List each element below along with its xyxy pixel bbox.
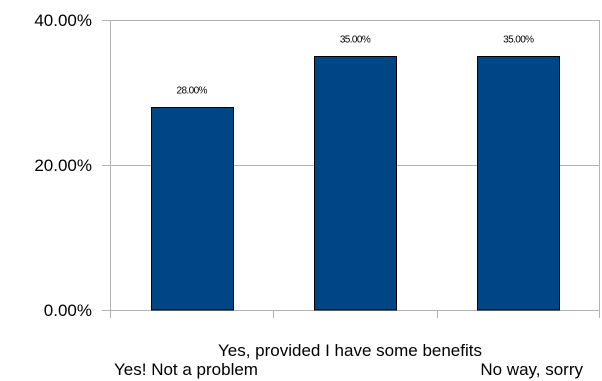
bars [151, 56, 560, 311]
bar [151, 107, 234, 311]
y-tick-label: 40.00% [34, 11, 92, 30]
y-axis-tick-labels: 0.00% 20.00% 40.00% [34, 11, 92, 320]
x-category-label: Yes, provided I have some benefits [218, 341, 482, 360]
data-label: 35.00% [503, 35, 534, 46]
axes [110, 20, 600, 318]
x-category-label: Yes! Not a problem [114, 360, 258, 379]
bar [477, 56, 560, 311]
y-tick-label: 20.00% [34, 156, 92, 175]
y-tick-label: 0.00% [44, 301, 92, 320]
data-label: 35.00% [340, 35, 371, 46]
bar [314, 56, 397, 311]
x-category-label: No way, sorry [480, 360, 583, 379]
data-label: 28.00% [177, 86, 208, 97]
data-labels: 28.00% 35.00% 35.00% [177, 35, 535, 97]
